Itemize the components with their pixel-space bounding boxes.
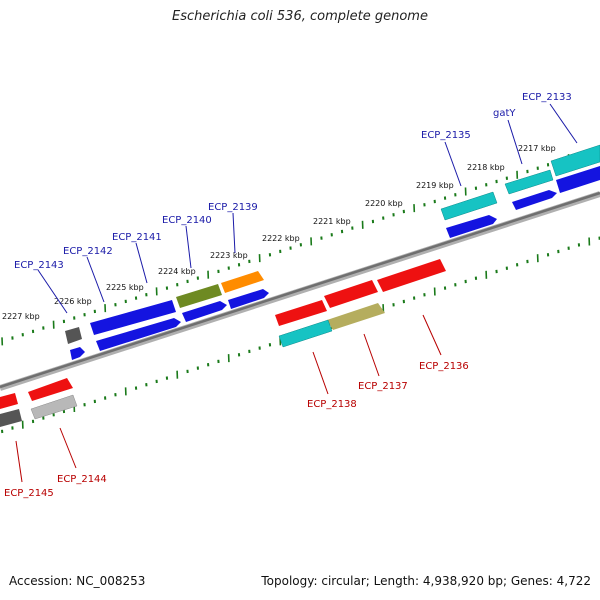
gene-arrow[interactable] xyxy=(278,319,333,348)
backbone-core xyxy=(0,191,600,389)
leader-line xyxy=(15,440,23,483)
gene-arrow[interactable] xyxy=(556,166,600,193)
gene-label[interactable]: ECP_2143 xyxy=(14,260,64,271)
gene-label[interactable]: ECP_2139 xyxy=(208,202,258,213)
gene-arrow[interactable] xyxy=(228,289,269,309)
scale-label: 2225 kbp xyxy=(106,283,144,292)
leader-line xyxy=(135,242,148,284)
leader-line xyxy=(37,269,68,314)
gene-arrow[interactable] xyxy=(90,300,176,335)
gene-arrow[interactable] xyxy=(70,347,85,360)
scale-label: 2219 kbp xyxy=(416,181,454,190)
gene-arrow[interactable] xyxy=(446,215,497,238)
gene-arrow[interactable] xyxy=(377,259,446,292)
leader-line xyxy=(363,333,380,377)
gene-arrow[interactable] xyxy=(28,378,73,401)
gene-arrow[interactable] xyxy=(512,190,557,210)
leader-line xyxy=(232,212,236,254)
forward-gene-labels: ECP_2133 gatY ECP_2135 ECP_2139 ECP_2140… xyxy=(14,92,572,271)
gene-arrow[interactable] xyxy=(221,271,264,293)
scale-label: 2221 kbp xyxy=(313,217,351,226)
gene-label[interactable]: ECP_2136 xyxy=(419,361,469,372)
forward-genes xyxy=(65,144,600,360)
scale-label: 2220 kbp xyxy=(365,199,403,208)
leader-line xyxy=(185,225,192,269)
gene-arrow[interactable] xyxy=(440,191,498,221)
gene-arrow[interactable] xyxy=(504,169,554,195)
leader-line xyxy=(59,427,77,469)
gene-arrow[interactable] xyxy=(176,284,222,308)
gene-arrow[interactable] xyxy=(275,300,327,326)
gene-label[interactable]: ECP_2133 xyxy=(522,92,572,103)
scale-label: 2226 kbp xyxy=(54,297,92,306)
label-leaders xyxy=(15,103,578,483)
scale-label: 2227 kbp xyxy=(2,312,40,321)
reverse-gene-labels: ECP_2136 ECP_2137 ECP_2138 ECP_2144 ECP_… xyxy=(4,361,469,499)
reverse-genes xyxy=(0,259,446,427)
gene-arrow[interactable] xyxy=(327,303,385,330)
genome-backbone xyxy=(0,191,600,391)
leader-line xyxy=(312,351,329,395)
map-title: Escherichia coli 536, complete genome xyxy=(172,9,428,24)
gene-arrow[interactable] xyxy=(550,144,600,177)
gene-label[interactable]: ECP_2142 xyxy=(63,246,113,257)
gene-label[interactable]: ECP_2145 xyxy=(4,488,54,499)
scale-label: 2217 kbp xyxy=(518,144,556,153)
gene-arrow[interactable] xyxy=(0,409,22,427)
gene-arrow[interactable] xyxy=(0,393,18,409)
gene-arrow[interactable] xyxy=(324,280,378,308)
topology-text: Topology: circular; Length: 4,938,920 bp… xyxy=(261,574,591,588)
scale-label: 2223 kbp xyxy=(210,251,248,260)
scale-label: 2222 kbp xyxy=(262,234,300,243)
gene-label[interactable]: ECP_2144 xyxy=(57,474,107,485)
gene-label[interactable]: gatY xyxy=(493,108,516,119)
leader-line xyxy=(549,103,578,144)
gene-arrow[interactable] xyxy=(182,301,227,322)
gene-label[interactable]: ECP_2138 xyxy=(307,399,357,410)
scale-labels: 2217 kbp 2218 kbp 2219 kbp 2220 kbp 2221… xyxy=(2,144,556,321)
leader-line xyxy=(86,256,105,303)
scale-label: 2218 kbp xyxy=(467,163,505,172)
gene-label[interactable]: ECP_2135 xyxy=(421,130,471,141)
leader-line xyxy=(422,314,442,356)
gene-arrow[interactable] xyxy=(30,394,78,420)
leader-line xyxy=(444,141,462,187)
leader-line xyxy=(507,119,523,165)
gene-label[interactable]: ECP_2141 xyxy=(112,232,162,243)
gene-label[interactable]: ECP_2137 xyxy=(358,381,408,392)
gene-arrow[interactable] xyxy=(65,327,82,344)
gene-arrow[interactable] xyxy=(96,318,181,351)
scale-label: 2224 kbp xyxy=(158,267,196,276)
gene-label[interactable]: ECP_2140 xyxy=(162,215,212,226)
accession-text: Accession: NC_008253 xyxy=(9,574,146,588)
